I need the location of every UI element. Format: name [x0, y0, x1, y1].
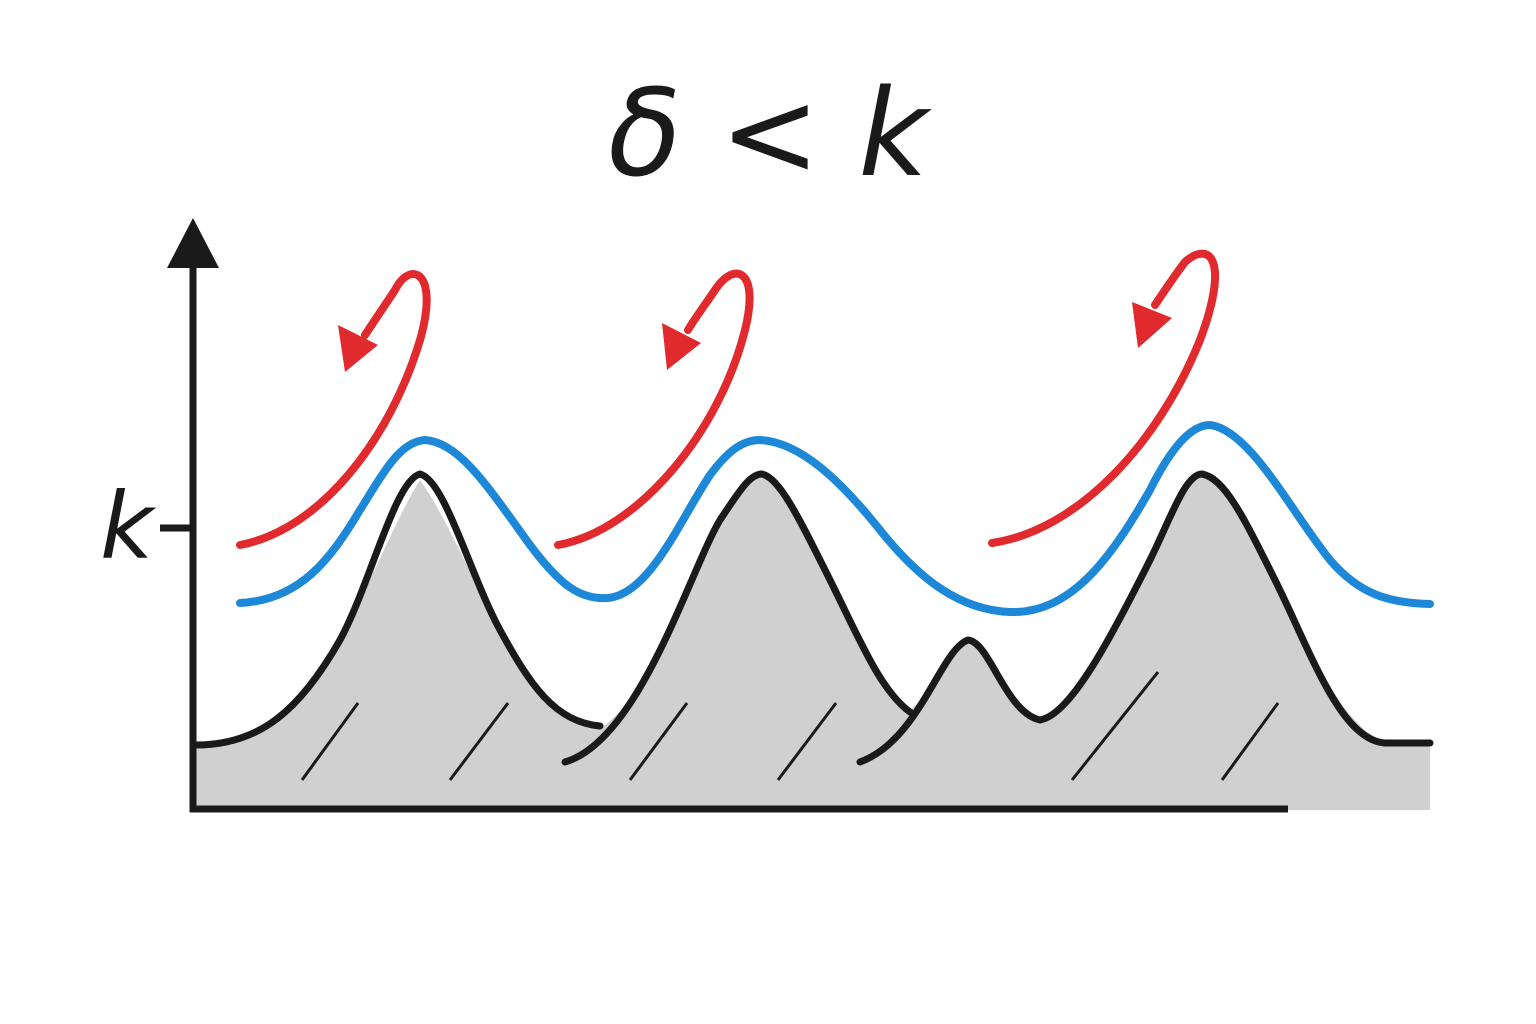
y-axis-arrow-icon — [167, 218, 219, 268]
arrowhead-icon — [338, 325, 378, 372]
y-axis-tick-label: k — [100, 473, 157, 580]
surface-outline — [192, 470, 1434, 766]
surface-hatching — [300, 671, 1280, 781]
eddy-arrow — [554, 269, 754, 549]
eddy-arrow — [236, 270, 431, 549]
axes — [160, 262, 1288, 813]
eddy-arrowheads — [338, 302, 1172, 372]
boundary-layer-curve — [236, 420, 1434, 617]
eddy-arrow — [988, 249, 1219, 547]
surface-fill — [196, 475, 1430, 810]
diagram-title: δ < k — [608, 65, 928, 204]
eddy-arrows — [236, 249, 1219, 549]
arrowhead-icon — [1132, 302, 1172, 348]
arrowhead-icon — [662, 323, 701, 370]
